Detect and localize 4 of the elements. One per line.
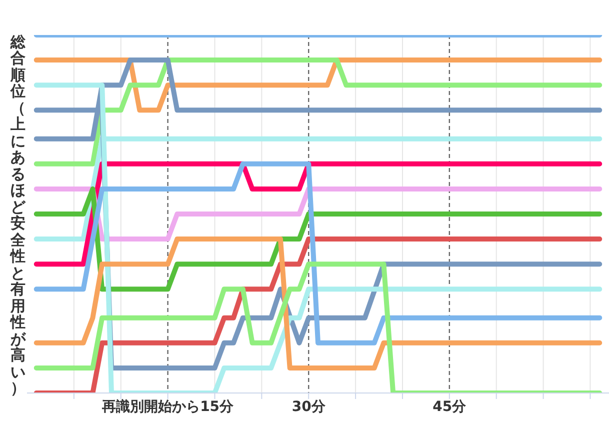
x-tick-label: 再識別開始から15分 (101, 398, 235, 415)
x-tick-label: 30分 (292, 398, 326, 415)
x-tick-label: 45分 (432, 398, 468, 415)
text: 総合順位（上にあるほど安全性と有用性が高い） (10, 32, 26, 397)
